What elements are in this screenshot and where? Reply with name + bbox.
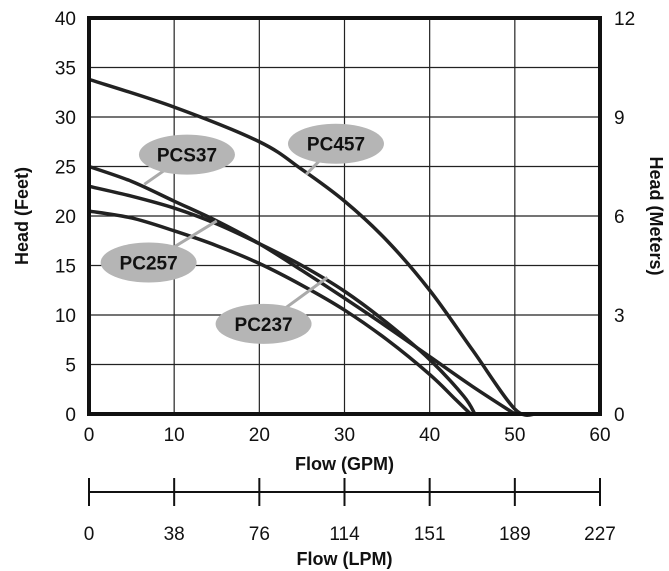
y-tick-label: 10 [55, 306, 76, 327]
x-axis-title-lpm: Flow (LPM) [297, 549, 393, 569]
lpm-tick-label: 189 [499, 524, 531, 545]
y-tick-label: 5 [65, 356, 76, 377]
y2-tick-label: 12 [614, 9, 635, 30]
lpm-scale-axis: 0 38 76 114 151 189 227 [84, 478, 616, 545]
y-tick-label: 40 [55, 9, 76, 30]
curve-pc457 [87, 77, 538, 417]
lpm-tick-label: 114 [329, 524, 360, 545]
x-tick-label: 30 [334, 425, 355, 446]
lpm-tick-label: 151 [414, 524, 446, 545]
y-tick-label: 35 [55, 59, 76, 80]
y-tick-label: 25 [55, 158, 76, 179]
label-oval [287, 123, 384, 164]
x-tick-label: 50 [504, 425, 525, 446]
x-tick-label: 0 [84, 425, 95, 446]
lpm-tick-label: 227 [584, 524, 616, 545]
label-oval [215, 303, 312, 344]
y-tick-label: 20 [55, 207, 76, 228]
y2-tick-label: 3 [614, 306, 625, 327]
label-pcs37: PCS37 [138, 134, 235, 186]
x-tick-label: 10 [164, 425, 185, 446]
x-axis-gpm-ticks: 0 10 20 30 40 50 60 [84, 425, 611, 446]
x-tick-label: 20 [249, 425, 270, 446]
y-axis-title-left: Head (Feet) [12, 167, 32, 265]
pump-curves [87, 77, 538, 417]
label-pc457: PC457 [287, 123, 384, 176]
y2-tick-label: 6 [614, 207, 625, 228]
curve-pcs37 [87, 164, 517, 416]
y-tick-label: 0 [65, 405, 76, 426]
y-axis-right-ticks: 0 3 6 9 12 [614, 9, 635, 426]
label-text: PC237 [235, 315, 293, 336]
label-pc237: PC237 [215, 276, 329, 344]
x-tick-label: 40 [419, 425, 440, 446]
curve-pc237 [87, 209, 473, 416]
label-text: PC457 [307, 135, 365, 156]
plot-frame [87, 16, 602, 416]
label-text: PCS37 [157, 146, 217, 167]
x-tick-label: 60 [589, 425, 610, 446]
label-oval [100, 242, 197, 283]
lpm-tick-label: 0 [84, 524, 95, 545]
label-text: PC257 [120, 254, 178, 275]
curve-pc257 [87, 184, 477, 416]
y-tick-label: 15 [55, 257, 76, 278]
y2-tick-label: 0 [614, 405, 625, 426]
y-axis-left-ticks: 0 5 10 15 20 25 30 35 40 [55, 9, 76, 426]
grid [88, 17, 601, 415]
lpm-tick-label: 76 [249, 524, 270, 545]
label-oval [138, 134, 235, 175]
y2-tick-label: 9 [614, 108, 625, 129]
y-axis-title-right: Head (Meters) [646, 156, 666, 275]
x-axis-title-gpm: Flow (GPM) [295, 454, 394, 474]
curve-labels: PC457 PCS37 PC257 PC237 [100, 123, 384, 344]
lpm-tick-label: 38 [164, 524, 185, 545]
label-pc257: PC257 [100, 219, 218, 283]
y-tick-label: 30 [55, 108, 76, 129]
